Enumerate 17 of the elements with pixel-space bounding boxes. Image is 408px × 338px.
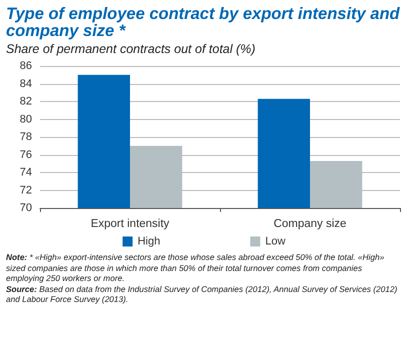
y-tick-label: 70 (20, 202, 32, 214)
y-tick-label: 86 (20, 60, 32, 72)
chart-title: Type of employee contract by export intensity and company size * (5, 4, 401, 40)
y-tick-label: 78 (20, 131, 32, 143)
y-tick-label: 84 (20, 78, 32, 90)
source-note: Source: Based on data from the Industrial Survey of Companies (2012), Annual Survey of Services (2012) and Labour Force Survey (2013). (6, 284, 398, 304)
chart-subtitle: Share of permanent contracts out of total (%) (5, 41, 256, 56)
y-tick-label: 82 (20, 96, 32, 108)
legend-label: High (138, 236, 160, 248)
y-tick-label: 76 (20, 148, 32, 161)
text: Note: * «High» export-intensive sectors are those whose sales abroad exceed 50% of the total. «High» sized companies are those in which more than 50% of their total turnover comes from companies employing 250 workers or more. (6, 252, 386, 284)
y-tick-label: 72 (20, 184, 32, 196)
y-tick-label: 80 (20, 113, 32, 126)
y-tick-label: 74 (20, 166, 32, 178)
x-tick-label: Export intensity (90, 218, 170, 230)
legend-label: Low (265, 236, 286, 248)
x-tick-label: Company size (274, 218, 346, 230)
